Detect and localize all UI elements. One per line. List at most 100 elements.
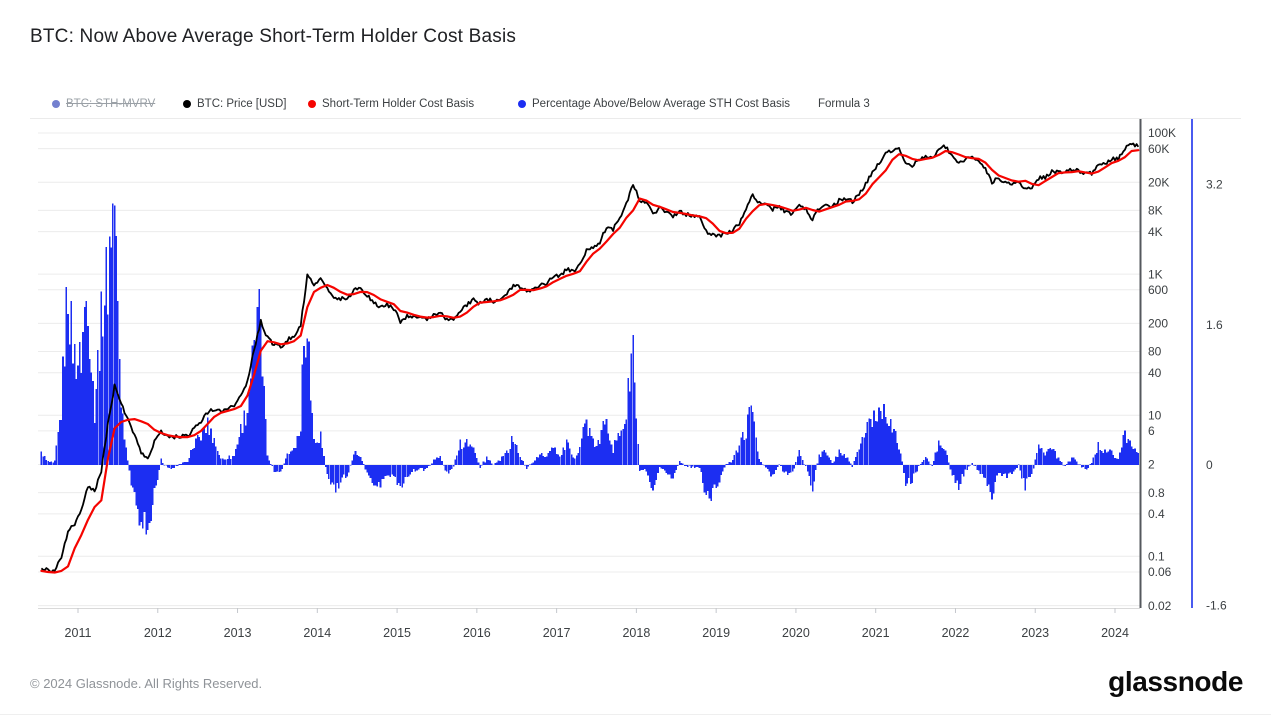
pct-bar: [472, 447, 475, 465]
pct-bar: [914, 465, 917, 473]
pct-bar: [962, 465, 965, 477]
pct-bar: [334, 465, 337, 493]
pct-bar: [1006, 465, 1008, 479]
pct-bar: [718, 465, 721, 483]
pct-bar: [717, 465, 719, 487]
pct-bar: [582, 427, 585, 465]
pct-bar: [697, 465, 699, 468]
pct-bar: [863, 437, 865, 465]
pct-bar: [397, 465, 400, 484]
pct-bar: [274, 465, 277, 473]
pct-bar: [464, 442, 467, 465]
legend-item-pct-above-below[interactable]: Percentage Above/Below Average STH Cost …: [518, 98, 790, 110]
pct-bar: [899, 453, 902, 465]
year-label: 2011: [65, 626, 92, 640]
pct-bar: [670, 465, 673, 479]
pct-bar: [1052, 449, 1055, 465]
pct-bar: [828, 457, 830, 465]
price-tick-label: 600: [1148, 283, 1168, 297]
pct-bar: [353, 454, 355, 465]
pct-bar: [795, 462, 797, 465]
pct-bar: [431, 463, 433, 465]
pct-bar: [424, 465, 427, 470]
year-label: 2020: [782, 626, 810, 640]
pct-bar: [379, 465, 382, 488]
pct-bar: [690, 465, 693, 468]
pct-bar: [441, 460, 443, 465]
pct-bar: [637, 444, 639, 465]
pct-bar: [449, 465, 452, 471]
pct-bar: [110, 247, 113, 465]
pct-bar: [87, 326, 89, 465]
pct-bar: [296, 436, 299, 465]
pct-bar: [55, 445, 58, 465]
pct-bar: [891, 432, 894, 465]
pct-bar: [193, 447, 196, 465]
pct-bar: [600, 430, 603, 465]
pct-bar: [1024, 465, 1027, 491]
pct-bar: [665, 465, 668, 474]
pct-bar: [585, 419, 588, 465]
pct-bar: [98, 371, 101, 465]
pct-bar: [981, 465, 983, 474]
pct-bar: [781, 465, 784, 472]
pct-bar: [82, 332, 84, 465]
pct-bar: [647, 465, 649, 476]
pct-bar: [130, 465, 132, 486]
pct-bar: [997, 465, 1000, 473]
pct-bar: [622, 429, 624, 465]
pct-bar: [412, 465, 415, 469]
pct-bar: [479, 465, 481, 468]
pct-bar: [1072, 457, 1075, 465]
pct-bar: [650, 465, 653, 489]
pct-bar: [414, 465, 417, 472]
pct-bar: [564, 450, 566, 465]
pct-bar: [160, 458, 162, 465]
pct-bar: [482, 461, 485, 465]
pct-bar: [396, 465, 398, 486]
legend-item-btc-price[interactable]: BTC: Price [USD]: [183, 98, 286, 110]
price-tick-label: 8K: [1148, 204, 1163, 218]
pct-bar: [241, 432, 244, 465]
pct-bar: [261, 376, 264, 465]
pct-bar: [419, 465, 422, 469]
pct-bar: [226, 458, 229, 465]
pct-bar: [748, 406, 751, 465]
pct-bar: [58, 419, 61, 465]
pct-bar: [821, 451, 824, 465]
pct-bar: [339, 465, 342, 483]
pct-bar: [931, 465, 933, 466]
price-tick-label: 20K: [1148, 176, 1169, 190]
pct-bar: [250, 378, 252, 465]
pct-bar: [366, 465, 368, 473]
pct-bar: [1057, 457, 1060, 465]
pct-bar: [808, 465, 811, 477]
pct-bar: [700, 465, 702, 472]
pct-bar: [534, 460, 536, 465]
price-tick-label: 80: [1148, 345, 1162, 359]
pct-bar: [236, 444, 239, 465]
pct-bar: [158, 465, 161, 471]
pct-bar: [417, 465, 420, 470]
pct-bar: [404, 465, 407, 477]
pct-bar: [1080, 465, 1083, 468]
pct-bar: [525, 465, 528, 469]
legend-item-sth-mvrv[interactable]: BTC: STH-MVRV: [52, 98, 155, 110]
pct-bar: [228, 455, 231, 465]
pct-bar: [643, 465, 646, 469]
pct-bar: [382, 465, 385, 480]
pct-bar: [783, 465, 786, 473]
pct-bar: [1032, 465, 1035, 469]
pct-bar: [446, 465, 448, 472]
year-label: 2012: [144, 626, 172, 640]
pct-bar: [953, 465, 955, 475]
legend-item-sth-cost-basis[interactable]: Short-Term Holder Cost Basis: [308, 98, 474, 110]
year-label: 2018: [622, 626, 650, 640]
pct-bar: [1135, 451, 1138, 465]
pct-bar: [1095, 453, 1098, 465]
pct-bar: [311, 412, 314, 465]
pct-bar: [502, 455, 505, 465]
pct-bar: [871, 427, 874, 465]
pct-bar: [1090, 463, 1093, 465]
